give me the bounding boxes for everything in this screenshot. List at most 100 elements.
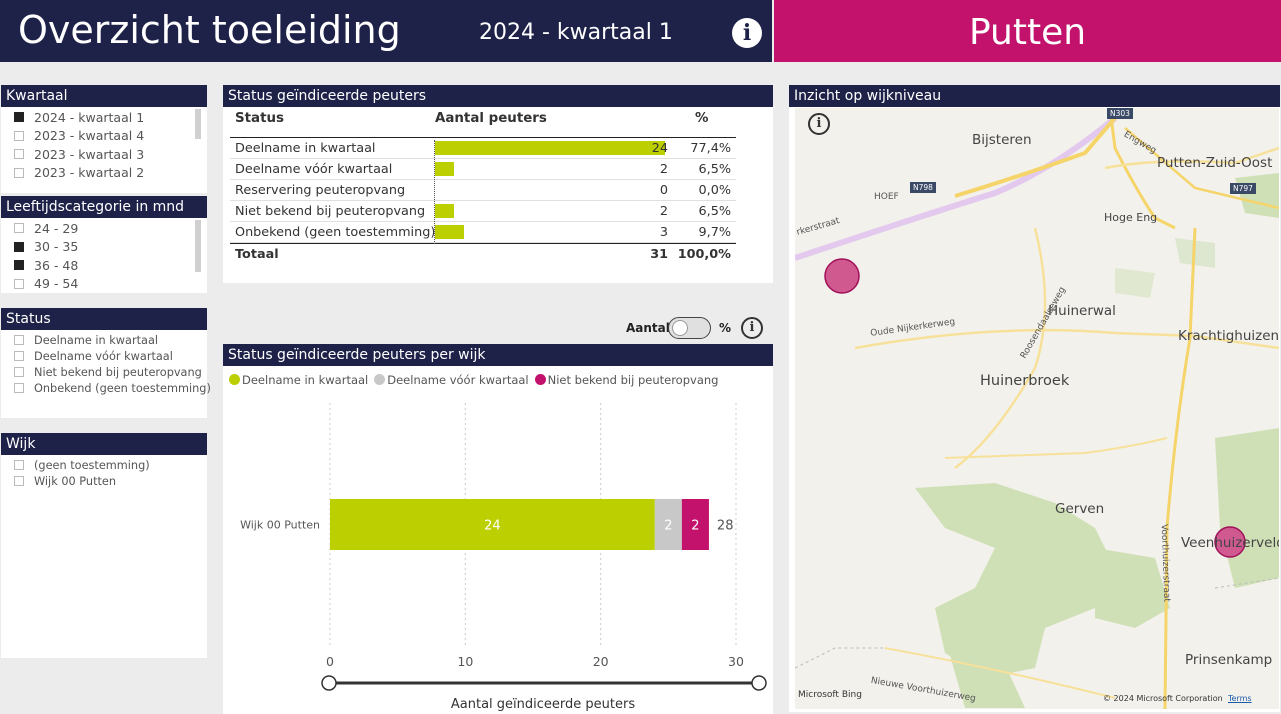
table-row: Reservering peuteropvang 0 0,0%	[230, 180, 736, 201]
info-icon[interactable]: i	[741, 317, 763, 339]
slicer-item[interactable]: 30 - 35	[1, 238, 207, 257]
slicer-title: Kwartaal	[1, 85, 207, 107]
slicer-list: 24 - 29 30 - 35 36 - 48 49 - 54	[1, 218, 207, 293]
aantal-pct-toggle[interactable]	[668, 317, 711, 339]
slicer-item[interactable]: Niet bekend bij peuteropvang	[1, 364, 207, 380]
range-slider-handle-min[interactable]	[321, 675, 337, 691]
column-header-pct[interactable]: %	[695, 111, 709, 126]
bar-segment[interactable]	[330, 499, 655, 550]
slicer-scrollbar[interactable]	[195, 109, 201, 139]
checkbox[interactable]	[14, 367, 24, 377]
total-pct: 100,0%	[677, 247, 731, 262]
slicer-title: Wijk	[1, 433, 207, 455]
x-tick-label: 20	[593, 654, 609, 669]
map-place-label: Huinerbroek	[980, 373, 1070, 389]
legend-label: Deelname in kwartaal	[242, 373, 369, 387]
place-banner: Putten	[774, 0, 1281, 62]
data-label: 2	[664, 519, 672, 534]
checkbox[interactable]	[14, 335, 24, 345]
checkbox[interactable]	[14, 476, 24, 486]
slicer-item-label: 2023 - kwartaal 2	[34, 165, 145, 181]
slicer-item[interactable]: 2023 - kwartaal 3	[1, 145, 207, 164]
map-bubble[interactable]	[824, 258, 860, 294]
range-slider-handle-max[interactable]	[751, 675, 767, 691]
checkbox[interactable]	[14, 278, 24, 289]
row-pct: 77,4%	[690, 141, 731, 156]
page-title: Overzicht toeleiding	[18, 8, 401, 52]
legend-item[interactable]: Niet bekend bij peuteropvang	[534, 373, 719, 387]
checkbox[interactable]	[14, 383, 24, 393]
x-tick-label: 10	[457, 654, 473, 669]
map-info-icon[interactable]: i	[808, 113, 830, 135]
toggle-label-aantal: Aantal	[626, 321, 670, 335]
checkbox[interactable]	[14, 167, 24, 178]
slicer-item[interactable]: 2024 - kwartaal 1	[1, 108, 207, 127]
info-icon[interactable]: i	[732, 18, 762, 48]
x-axis-title: Aantal geïndiceerde peuters	[451, 697, 635, 712]
header-bar: Overzicht toeleiding 2024 - kwartaal 1 i	[0, 0, 772, 62]
slicer-item-label: Wijk 00 Putten	[34, 474, 117, 488]
slicer-status: Status Deelname in kwartaal Deelname vóór…	[1, 308, 211, 418]
table-total-row: Totaal 31 100,0%	[230, 243, 736, 264]
total-label: Totaal	[235, 247, 279, 262]
checkbox[interactable]	[14, 112, 24, 123]
status-table: Status Aantal peuters % Deelname in kwar…	[230, 108, 736, 264]
slicer-scrollbar[interactable]	[195, 220, 201, 272]
checkbox[interactable]	[14, 149, 24, 160]
slicer-item[interactable]: 24 - 29	[1, 219, 207, 238]
slicer-item[interactable]: 2023 - kwartaal 4	[1, 127, 207, 146]
slicer-item[interactable]: (geen toestemming)	[1, 457, 207, 473]
row-aantal: 24	[651, 141, 668, 156]
row-aantal: 2	[659, 162, 668, 177]
bar-segment[interactable]	[654, 499, 682, 550]
checkbox[interactable]	[14, 130, 24, 141]
legend-dot	[534, 374, 546, 385]
table-header: Status Aantal peuters %	[230, 108, 736, 138]
legend-item[interactable]: Deelname in kwartaal	[229, 373, 368, 387]
wijk-chart-title: Status geïndiceerde peuters per wijk	[223, 344, 773, 366]
slicer-list: (geen toestemming) Wijk 00 Putten	[1, 455, 207, 489]
slicer-item[interactable]: 49 - 54	[1, 275, 207, 294]
table-row: Deelname vóór kwartaal 2 6,5%	[230, 159, 736, 180]
slicer-item[interactable]: 2023 - kwartaal 2	[1, 164, 207, 183]
slicer-item[interactable]: 36 - 48	[1, 256, 207, 275]
slicer-item[interactable]: Deelname in kwartaal	[1, 332, 207, 348]
column-header-aantal[interactable]: Aantal peuters	[435, 111, 547, 126]
bar-segment[interactable]	[681, 499, 709, 550]
legend-label: Deelname vóór kwartaal	[387, 373, 529, 387]
chart-legend: Deelname in kwartaal Deelname vóór kwarta…	[229, 373, 718, 387]
slicer-title: Leeftijdscategorie in mnd	[1, 196, 207, 218]
table-row: Niet bekend bij peuteropvang 2 6,5%	[230, 201, 736, 222]
selected-period: 2024 - kwartaal 1	[479, 20, 673, 45]
row-pct: 0,0%	[698, 183, 731, 198]
slicer-item[interactable]: Wijk 00 Putten	[1, 473, 207, 489]
map-bubble[interactable]	[1214, 526, 1246, 558]
legend-label: Niet bekend bij peuteropvang	[547, 373, 719, 387]
row-aantal: 2	[659, 204, 668, 219]
checkbox[interactable]	[14, 351, 24, 361]
slicer-item-label: Niet bekend bij peuteropvang	[34, 365, 202, 379]
map-place-label: Prinsenkamp	[1185, 652, 1273, 668]
data-bar	[435, 162, 455, 176]
column-header-status[interactable]: Status	[235, 111, 284, 126]
checkbox[interactable]	[14, 223, 24, 234]
map-terms-link[interactable]: Terms	[1228, 694, 1252, 703]
status-table-title: Status geïndiceerde peuters	[223, 85, 773, 107]
slicer-item-label: Onbekend (geen toestemming)	[34, 381, 211, 395]
legend-item[interactable]: Deelname vóór kwartaal	[374, 373, 529, 387]
map-canvas[interactable]	[795, 108, 1279, 709]
slicer-item[interactable]: Onbekend (geen toestemming)	[1, 380, 211, 396]
slicer-item[interactable]: Deelname vóór kwartaal	[1, 348, 207, 364]
map-place-label: Bijsteren	[972, 132, 1032, 148]
row-status: Deelname in kwartaal	[235, 141, 376, 156]
toggle-knob[interactable]	[672, 320, 688, 336]
road-badge: N797	[1230, 183, 1256, 194]
slicer-wijk: Wijk (geen toestemming) Wijk 00 Putten	[1, 433, 207, 658]
checkbox[interactable]	[14, 460, 24, 470]
slicer-title: Status	[1, 308, 207, 330]
map-title: Inzicht op wijkniveau	[789, 85, 1280, 107]
checkbox[interactable]	[14, 260, 24, 271]
checkbox[interactable]	[14, 241, 24, 252]
slicer-item-label: 30 - 35	[34, 239, 79, 255]
legend-dot	[374, 374, 386, 385]
